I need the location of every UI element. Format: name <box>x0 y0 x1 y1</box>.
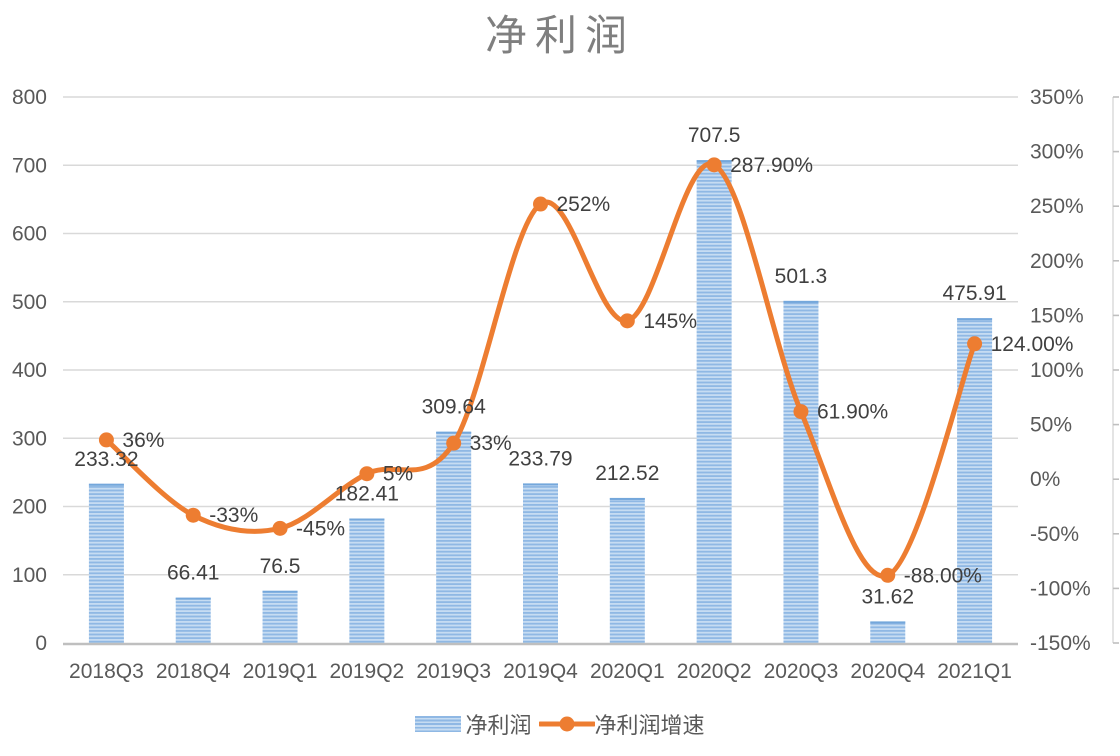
x-axis-tick-label: 2018Q3 <box>69 660 144 683</box>
chart-legend: 净利润 净利润增速 <box>0 704 1120 744</box>
bar-cap <box>609 497 645 500</box>
bar-value-label: 66.41 <box>167 562 220 585</box>
line-value-label: 61.90% <box>817 401 888 424</box>
left-axis-tick-label: 300 <box>12 427 47 450</box>
legend-item-net-profit: 净利润 <box>415 708 532 740</box>
legend-label-net-profit: 净利润 <box>465 714 532 739</box>
right-axis-tick-label: 150% <box>1030 304 1084 327</box>
line-marker-2020Q2 <box>706 157 722 173</box>
line-marker-2020Q3 <box>793 404 809 420</box>
bar-cap <box>88 483 124 486</box>
bar-value-label: 501.3 <box>775 265 828 288</box>
line-marker-2018Q4 <box>185 507 201 523</box>
bar-2019Q2 <box>349 518 385 643</box>
left-axis-tick-label: 400 <box>12 359 47 382</box>
bar-series-swatch-icon <box>415 716 462 732</box>
bar-cap <box>783 300 819 303</box>
left-axis-tick-label: 500 <box>12 291 47 314</box>
x-axis-tick-label: 2020Q4 <box>850 660 925 683</box>
bar-2020Q1 <box>609 497 645 643</box>
bar-value-label: 707.5 <box>688 124 741 147</box>
bar-value-label: 233.32 <box>74 448 138 471</box>
right-axis-tick-label: 200% <box>1030 250 1084 273</box>
line-value-label: 145% <box>643 310 697 333</box>
right-axis-tick-label: 100% <box>1030 359 1084 382</box>
line-marker-2019Q1 <box>272 520 288 536</box>
bar-cap <box>870 621 906 624</box>
bar-2020Q4 <box>870 621 906 643</box>
bar-cap <box>957 318 993 321</box>
line-marker-2021Q1 <box>967 336 983 352</box>
chart-plot-area: 233.32 66.41 76.5 182.41 309.64 233.79 212.52 7… <box>12 86 1119 683</box>
line-value-label: 124.00% <box>991 333 1074 356</box>
bar-cap <box>523 483 558 486</box>
right-axis-tick-label: 300% <box>1030 141 1084 164</box>
x-axis-tick-label: 2019Q4 <box>503 660 578 683</box>
line-marker-2018Q3 <box>98 432 114 448</box>
bar-2019Q4 <box>523 483 558 643</box>
bar-2020Q3 <box>783 300 819 643</box>
left-axis-tick-label: 700 <box>12 154 47 177</box>
line-marker-2019Q3 <box>446 435 462 451</box>
x-axis-tick-label: 2019Q2 <box>329 660 404 683</box>
line-marker-2019Q4 <box>533 196 548 212</box>
line-value-label: -45% <box>296 517 345 540</box>
bar-cap <box>262 590 298 593</box>
x-axis-tick-label: 2021Q1 <box>937 660 1012 683</box>
left-axis-tick-label: 100 <box>12 564 47 587</box>
line-value-label: -33% <box>209 504 258 527</box>
bar-cap <box>436 431 472 434</box>
bar-cap <box>349 518 385 521</box>
line-value-label: 36% <box>122 429 164 452</box>
left-axis-tick-label: 800 <box>12 86 47 109</box>
right-axis-tick-label: -100% <box>1030 577 1091 600</box>
line-series-swatch-icon <box>538 716 595 732</box>
bar-2018Q4 <box>175 597 211 643</box>
right-axis-tick-label: -150% <box>1030 632 1091 655</box>
bar-value-label: 309.64 <box>422 396 487 419</box>
x-axis-tick-label: 2020Q2 <box>677 660 752 683</box>
x-axis-tick-label: 2020Q1 <box>590 660 665 683</box>
bar-value-label: 182.41 <box>335 483 399 506</box>
bar-2020Q2 <box>696 160 732 643</box>
right-axis-tick-label: 250% <box>1030 195 1084 218</box>
line-value-label: 33% <box>470 432 512 455</box>
line-value-label: 252% <box>557 193 611 216</box>
bar-value-label: 76.5 <box>260 555 301 578</box>
bar-2019Q1 <box>262 590 298 643</box>
right-axis-tick-label: 0% <box>1030 468 1060 491</box>
x-axis-tick-label: 2019Q3 <box>416 660 491 683</box>
bar-2021Q1 <box>957 318 993 643</box>
bar-value-label: 233.79 <box>508 447 572 470</box>
line-value-label: -88.00% <box>904 564 982 587</box>
bar-2018Q3 <box>88 483 124 643</box>
x-axis-tick-label: 2019Q1 <box>243 660 318 683</box>
left-axis-tick-label: 0 <box>35 632 47 655</box>
right-axis-tick-label: 50% <box>1030 414 1072 437</box>
x-axis-tick-label: 2020Q3 <box>764 660 839 683</box>
line-value-label: 287.90% <box>730 154 813 177</box>
bar-value-label: 212.52 <box>595 462 659 485</box>
right-axis-tick-label: 350% <box>1030 86 1084 109</box>
right-axis-tick-label: -50% <box>1030 523 1079 546</box>
bar-value-label: 31.62 <box>861 585 914 608</box>
bar-cap <box>175 597 211 600</box>
line-marker-2020Q1 <box>619 313 635 329</box>
line-marker-2020Q4 <box>880 567 896 583</box>
x-axis-tick-label: 2018Q4 <box>156 660 231 683</box>
chart-title: 净利润 <box>484 11 635 60</box>
left-axis-tick-label: 200 <box>12 496 47 519</box>
legend-item-growth-rate: 净利润增速 <box>538 708 705 740</box>
bar-value-label: 475.91 <box>942 282 1006 305</box>
legend-label-growth-rate: 净利润增速 <box>594 714 705 739</box>
line-value-label: 5% <box>383 463 413 486</box>
line-marker-2019Q2 <box>359 466 375 482</box>
left-axis-tick-label: 600 <box>12 223 47 246</box>
bar-2019Q3 <box>436 431 472 643</box>
